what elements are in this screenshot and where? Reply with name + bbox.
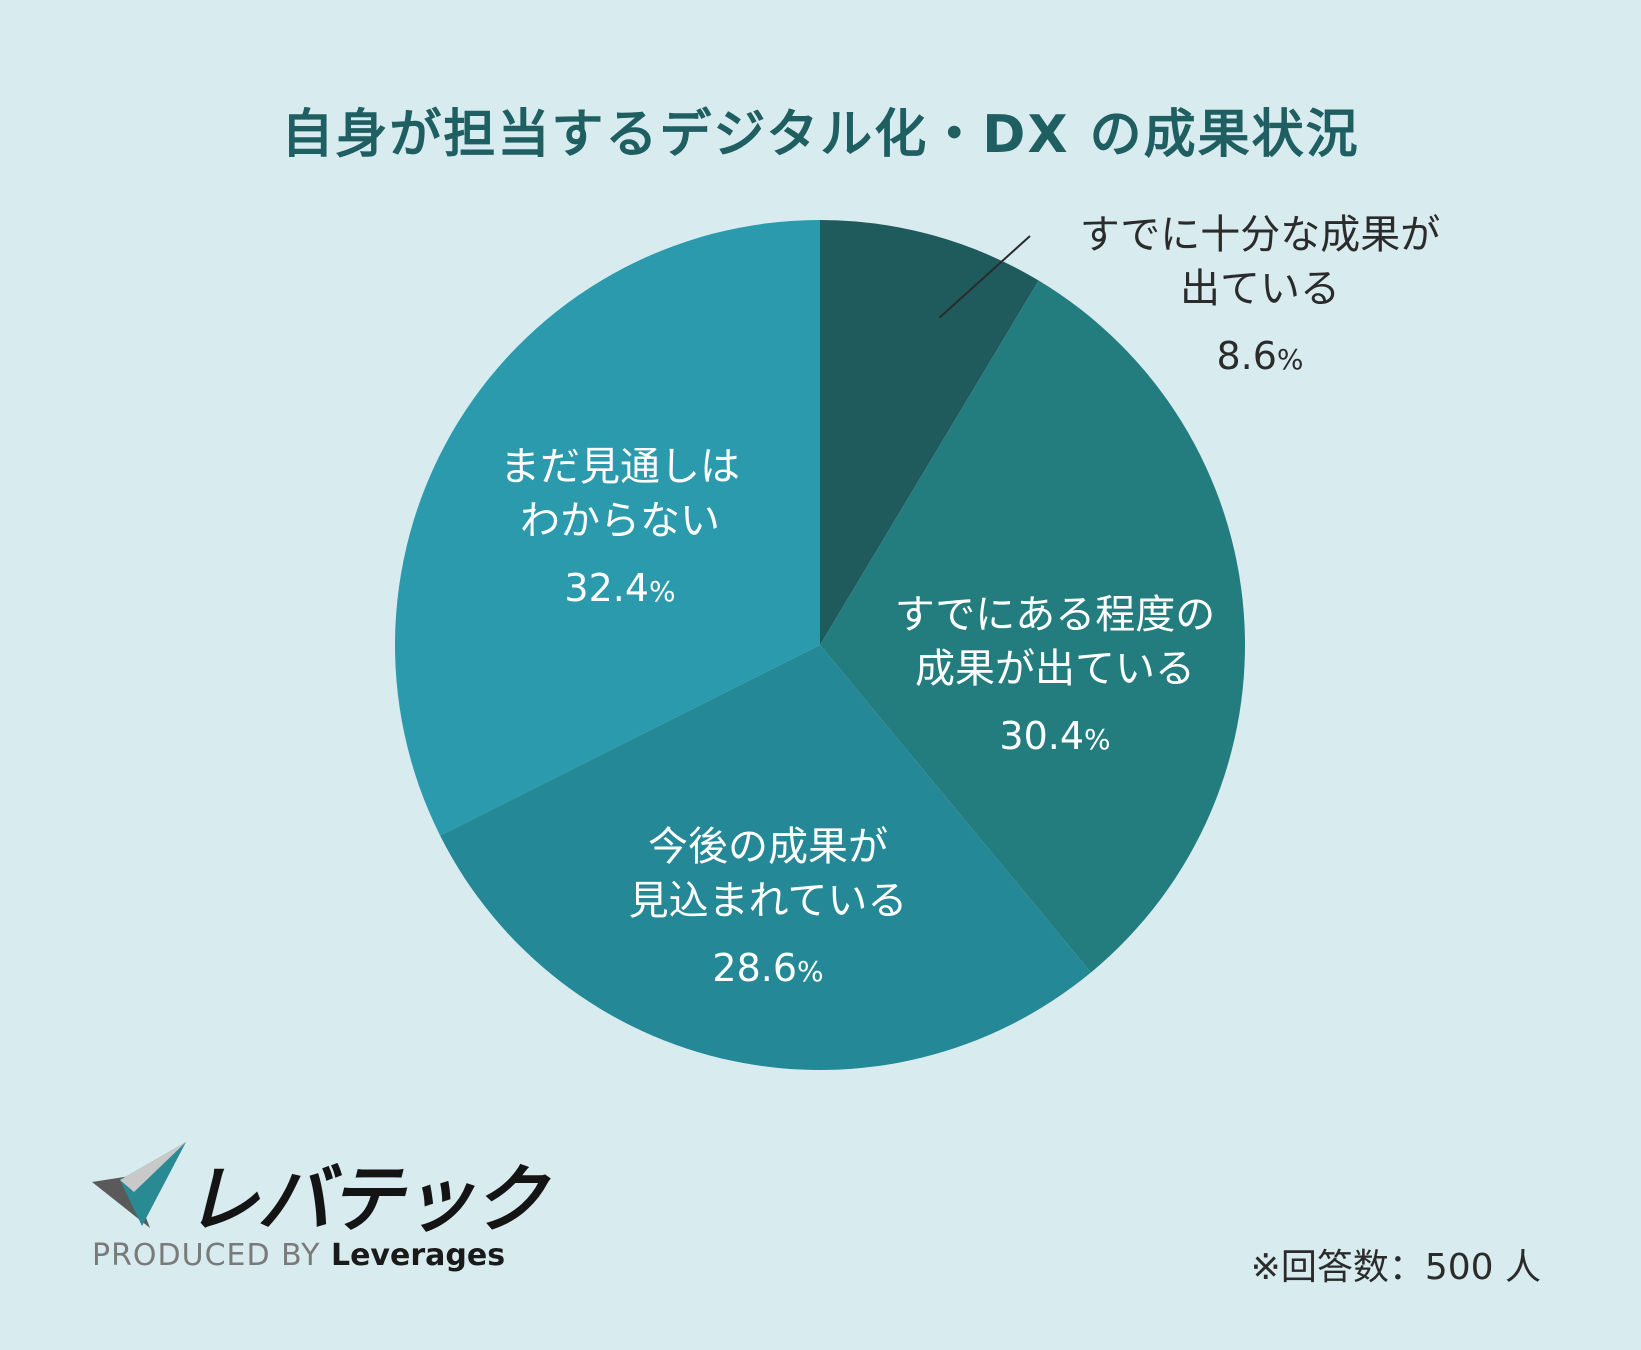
slice-label-4-line1: まだ見通しは	[500, 444, 740, 490]
slice-label-3-line2: 見込まれている	[628, 878, 908, 925]
slice-label-2-line1: すでにある程度の	[894, 592, 1216, 638]
slice-label-4-line2: わからない	[520, 498, 720, 545]
logo-wordmark: レバテック	[185, 1157, 547, 1243]
slice-label-3: 今後の成果が 見込まれている 28.6%	[568, 820, 968, 994]
slice-label-4: まだ見通しは わからない 32.4%	[440, 440, 800, 614]
slice-value-4: 32.4%	[564, 565, 676, 610]
leader-line	[938, 235, 1031, 319]
slice-label-3-line1: 今後の成果が	[648, 824, 888, 870]
slice-value-3: 28.6%	[712, 945, 824, 990]
chart-title: 自身が担当するデジタル化・DX の成果状況	[281, 105, 1360, 165]
produced-by: PRODUCED BY Leverages	[92, 1238, 505, 1273]
slice-value-2: 30.4%	[999, 713, 1111, 758]
slice-label-2-line2: 成果が出ている	[915, 646, 1195, 693]
pie-slice-4	[395, 220, 820, 836]
pie-slice-1	[820, 220, 1039, 645]
brand-name: Leverages	[330, 1238, 506, 1273]
produced-by-text: PRODUCED BY	[92, 1238, 321, 1273]
respondent-count-note: ※回答数：500 人	[1250, 1247, 1541, 1288]
levatech-logo-icon	[92, 1142, 186, 1228]
slice-label-1-line2: 出ている	[1180, 266, 1340, 313]
slice-label-1-line1: すでに十分な成果が	[1079, 212, 1441, 258]
slice-label-1: すでに十分な成果が 出ている 8.6%	[1030, 208, 1490, 382]
pie-slice-3	[440, 645, 1091, 1070]
slice-label-2: すでにある程度の 成果が出ている 30.4%	[855, 588, 1255, 762]
pie-slice-2	[820, 280, 1245, 973]
slice-value-1: 8.6%	[1216, 333, 1304, 378]
